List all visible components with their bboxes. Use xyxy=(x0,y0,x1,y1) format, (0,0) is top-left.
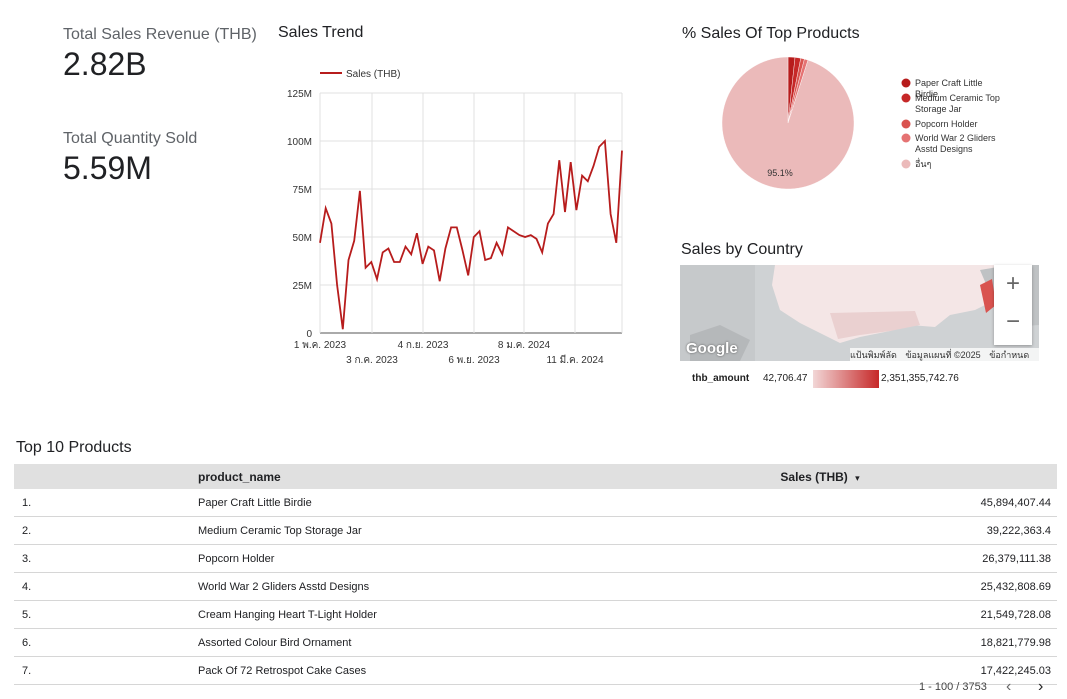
quantity-value: 5.59M xyxy=(63,150,152,186)
trend-ytick-label: 125M xyxy=(287,89,312,100)
scale-gradient xyxy=(813,370,879,388)
pie-title: % Sales Of Top Products xyxy=(682,25,860,42)
pie-legend-label: Popcorn Holder xyxy=(915,119,978,129)
map-footer: แป้นพิมพ์ลัด ข้อมูลแผนที่ ©2025 ข้อกำหนด xyxy=(850,348,1039,361)
row-sales: 45,894,407.44 xyxy=(779,489,1057,517)
trend-ytick-label: 0 xyxy=(306,329,312,340)
pie-main-label: 95.1% xyxy=(767,168,793,178)
google-logo: Google xyxy=(686,340,738,357)
usa-shape xyxy=(830,311,920,339)
quantity-label: Total Quantity Sold xyxy=(63,130,198,147)
row-product-name: Popcorn Holder xyxy=(197,544,780,573)
table-row[interactable]: 2. Medium Ceramic Top Storage Jar 39,222,3… xyxy=(14,516,1057,545)
sales-trend-chart[interactable]: Sales (THB) 0 25M 50M 75M 100M 125M 1 พ.ค. 20… xyxy=(270,60,635,375)
pie-legend-swatch xyxy=(901,78,911,88)
trend-grid xyxy=(319,92,623,334)
revenue-value: 2.82B xyxy=(63,46,147,82)
trend-legend-label: Sales (THB) xyxy=(346,69,400,80)
row-product-name: Paper Craft Little Birdie xyxy=(197,489,780,517)
next-page-icon[interactable]: › xyxy=(1038,678,1044,695)
pie-legend-label: อื่นๆ xyxy=(915,157,932,169)
north-america-shape xyxy=(772,265,1000,343)
trend-xtick-label: 1 พ.ค. 2023 xyxy=(294,340,347,351)
pie-legend-swatch xyxy=(901,133,911,143)
trend-xtick-label: 3 ก.ค. 2023 xyxy=(346,355,398,366)
table-row[interactable]: 4. World War 2 Gliders Asstd Designs 25,43… xyxy=(14,572,1057,601)
row-index: 2. xyxy=(14,516,197,545)
trend-ytick-label: 50M xyxy=(293,233,312,244)
revenue-label: Total Sales Revenue (THB) xyxy=(63,26,257,43)
trend-ytick-label: 75M xyxy=(293,185,312,196)
table-row[interactable]: 1. Paper Craft Little Birdie 45,894,407.44 xyxy=(14,489,1057,517)
pagination-text: 1 - 100 / 3753 xyxy=(919,681,987,693)
table-row[interactable]: 7. Pack Of 72 Retrospot Cake Cases 17,422,… xyxy=(14,656,1057,685)
row-index: 1. xyxy=(14,489,197,517)
zoom-out-button[interactable]: − xyxy=(1005,308,1020,335)
prev-page-icon[interactable]: ‹ xyxy=(1006,678,1012,695)
table-row[interactable]: 3. Popcorn Holder 26,379,111.38 xyxy=(14,544,1057,573)
pie-slice[interactable] xyxy=(721,56,855,190)
pie-legend-label: World War 2 Gliders Asstd Designs xyxy=(915,133,996,154)
row-index: 5. xyxy=(14,600,197,629)
pie-legend-swatch xyxy=(901,93,911,103)
scale-label: thb_amount xyxy=(692,373,750,384)
sales-trend-title: Sales Trend xyxy=(278,24,364,41)
row-index: 6. xyxy=(14,628,197,657)
country-map[interactable]: Google xyxy=(680,265,1039,361)
trend-xtick-label: 8 ม.ค. 2024 xyxy=(498,340,551,351)
row-product-name: Pack Of 72 Retrospot Cake Cases xyxy=(197,656,780,685)
pie-legend-label: Paper Craft Little Birdie xyxy=(915,78,983,99)
pie-legend-swatch xyxy=(901,119,911,129)
zoom-in-button[interactable]: + xyxy=(1005,270,1020,297)
header-sales[interactable]: Sales (THB) ▾ xyxy=(779,464,1057,489)
map-shortcuts-link[interactable]: แป้นพิมพ์ลัด xyxy=(850,350,897,360)
row-index: 4. xyxy=(14,572,197,601)
map-title: Sales by Country xyxy=(681,241,803,258)
top-products-title: Top 10 Products xyxy=(16,439,132,456)
trend-xtick-label: 4 ก.ย. 2023 xyxy=(398,340,449,351)
row-product-name: World War 2 Gliders Asstd Designs xyxy=(197,572,780,601)
uk-shape xyxy=(980,279,996,313)
trend-series-line xyxy=(319,138,623,330)
row-sales: 18,821,779.98 xyxy=(779,628,1057,657)
map-data-credit: ข้อมูลแผนที่ ©2025 xyxy=(905,350,981,360)
trend-xtick-label: 11 มี.ค. 2024 xyxy=(546,354,603,366)
table-row[interactable]: 5. Cream Hanging Heart T-Light Holder 21,5… xyxy=(14,600,1057,629)
sort-desc-icon[interactable]: ▾ xyxy=(855,472,860,483)
scale-max: 2,351,355,742.76 xyxy=(881,373,959,384)
row-sales: 39,222,363.4 xyxy=(779,516,1057,545)
row-sales: 25,432,808.69 xyxy=(779,572,1057,601)
map-zoom-controls: + − xyxy=(994,265,1032,345)
row-index: 3. xyxy=(14,544,197,573)
row-sales: 21,549,728.08 xyxy=(779,600,1057,629)
pie-legend-swatch xyxy=(901,159,911,169)
trend-ytick-label: 25M xyxy=(293,281,312,292)
row-sales: 26,379,111.38 xyxy=(779,544,1057,573)
trend-ytick-label: 100M xyxy=(287,137,312,148)
header-product-name[interactable]: product_name xyxy=(197,464,780,489)
row-sales: 17,422,245.03 xyxy=(779,656,1057,685)
map-terms-link[interactable]: ข้อกำหนด xyxy=(989,350,1030,360)
pie-legend-label: Medium Ceramic Top Storage Jar xyxy=(915,93,1000,114)
top-products-table: product_name Sales (THB) ▾ 1. Paper Craft… xyxy=(14,464,1057,685)
row-product-name: Cream Hanging Heart T-Light Holder xyxy=(197,600,780,629)
table-row[interactable]: 6. Assorted Colour Bird Ornament 18,821,77… xyxy=(14,628,1057,657)
row-product-name: Assorted Colour Bird Ornament xyxy=(197,628,780,657)
scale-min: 42,706.47 xyxy=(763,373,808,384)
header-sales-label: Sales (THB) xyxy=(780,469,848,484)
row-index: 7. xyxy=(14,656,197,685)
trend-xtick-label: 6 พ.ย. 2023 xyxy=(448,355,500,366)
row-product-name: Medium Ceramic Top Storage Jar xyxy=(197,516,780,545)
